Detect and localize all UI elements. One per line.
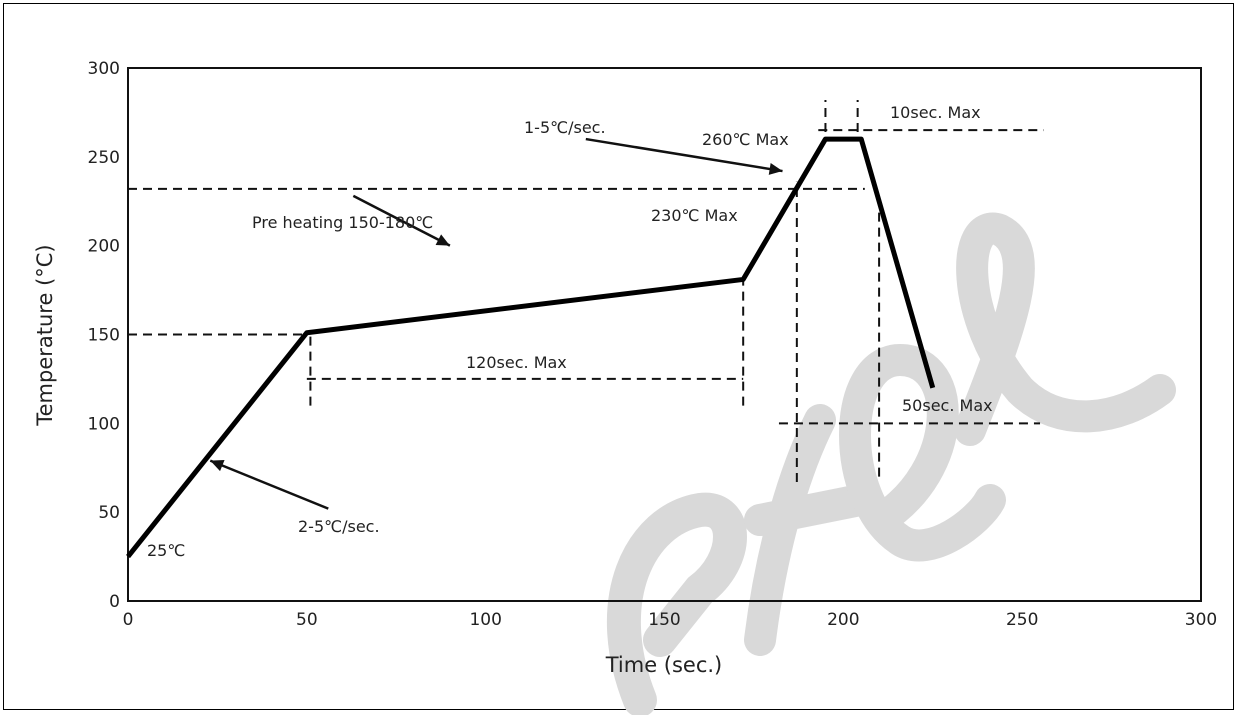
x-tick-label: 300 xyxy=(1185,610,1217,630)
annotation-ramp-up-rate: 2-5℃/sec. xyxy=(298,517,380,536)
watermark xyxy=(606,212,1176,715)
annotation-arrow xyxy=(585,137,783,173)
annotation-ramp-rate-2: 1-5℃/sec. xyxy=(524,118,606,137)
x-tick-label: 150 xyxy=(648,610,680,630)
y-tick-label: 200 xyxy=(88,237,120,257)
annotation-260c-max: 260℃ Max xyxy=(702,130,789,149)
y-tick-label: 100 xyxy=(88,414,120,434)
x-axis-ticks: 0 50 100 150 200 250 300 xyxy=(123,610,1218,630)
x-tick-label: 200 xyxy=(827,610,859,630)
y-tick-label: 150 xyxy=(88,326,120,346)
x-tick-label: 100 xyxy=(469,610,501,630)
temperature-profile-line xyxy=(126,136,936,559)
arrow-head xyxy=(768,163,783,175)
x-tick-label: 250 xyxy=(1006,610,1038,630)
annotation-preheating: Pre heating 150-180℃ xyxy=(252,213,433,232)
annotation-arrow xyxy=(209,459,329,510)
x-axis-label: Time (sec.) xyxy=(605,653,723,677)
y-tick-label: 250 xyxy=(88,148,120,168)
y-axis-label: Temperature (°C) xyxy=(33,244,57,426)
annotation-arrow xyxy=(352,194,451,247)
annotation-10sec-max: 10sec. Max xyxy=(890,103,981,122)
annotation-25c: 25℃ xyxy=(147,541,185,560)
arrows-layer xyxy=(209,137,783,510)
reference-lines xyxy=(128,99,1044,482)
x-tick-label: 50 xyxy=(296,610,318,630)
y-axis-ticks: 0 50 100 150 200 250 300 xyxy=(88,59,120,612)
y-tick-label: 0 xyxy=(109,592,120,612)
x-tick-label: 0 xyxy=(123,610,134,630)
y-tick-label: 50 xyxy=(98,503,120,523)
arrow-head xyxy=(435,234,450,246)
y-tick-label: 300 xyxy=(88,59,120,79)
arrow-head xyxy=(210,459,225,472)
annotation-230c-max: 230℃ Max xyxy=(651,206,738,225)
annotation-50sec-max: 50sec. Max xyxy=(902,396,993,415)
annotation-120sec-max: 120sec. Max xyxy=(466,353,567,372)
series-layer xyxy=(126,136,936,559)
